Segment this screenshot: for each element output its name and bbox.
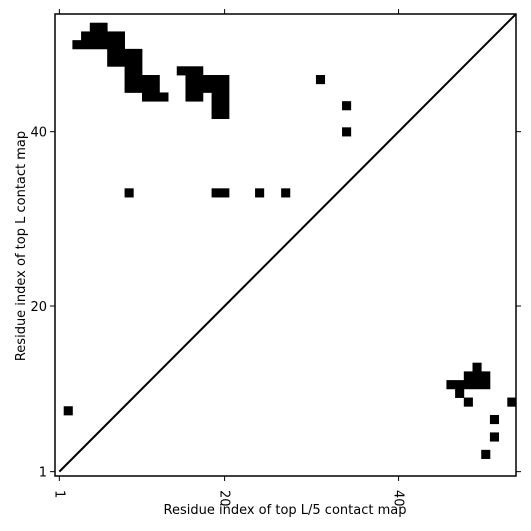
upper-contact-cell-37	[133, 83, 143, 93]
upper-contact-cell-55	[211, 109, 221, 120]
upper-contact-cell-8	[81, 40, 91, 50]
upper-contact-cell-60	[220, 188, 230, 198]
upper-contact-cell-0	[89, 22, 99, 32]
x-tick-label-2: 40	[391, 490, 406, 507]
upper-contact-cell-49	[194, 92, 204, 102]
lower-contact-cell-5	[455, 388, 465, 398]
y-axis-label: Residue index of top L contact map	[14, 131, 29, 361]
lower-contact-cell-4	[463, 397, 473, 407]
upper-contact-cell-10	[98, 40, 108, 50]
lower-contact-cell-13	[481, 371, 491, 381]
upper-contact-cell-26	[124, 75, 134, 85]
lower-contact-cell-2	[489, 432, 500, 442]
upper-contact-cell-6	[115, 31, 125, 41]
upper-contact-cell-18	[115, 57, 125, 67]
upper-contact-cell-5	[107, 31, 117, 41]
lower-contact-cell-15	[507, 397, 517, 407]
y-tick-label-0: 1	[39, 466, 47, 481]
upper-contact-cell-23	[176, 66, 186, 76]
upper-contact-cell-31	[194, 75, 204, 85]
upper-contact-cell-44	[220, 83, 230, 93]
lower-contact-cell-12	[472, 371, 482, 381]
upper-contact-cell-33	[211, 75, 221, 85]
upper-contact-cell-39	[150, 83, 160, 93]
upper-contact-cell-25	[194, 66, 204, 76]
upper-contact-cell-42	[202, 83, 212, 93]
lower-contact-cell-10	[472, 380, 482, 390]
upper-contact-cell-2	[81, 31, 91, 41]
y-tick-label-2: 40	[30, 126, 47, 141]
lower-contact-cell-9	[463, 380, 473, 390]
upper-contact-cell-30	[185, 75, 195, 85]
upper-contact-cell-35	[315, 75, 326, 85]
upper-contact-cell-17	[107, 57, 117, 67]
x-tick-label-1: 20	[217, 490, 232, 507]
upper-contact-cell-41	[194, 83, 204, 93]
upper-contact-cell-36	[124, 83, 134, 93]
upper-contact-cell-48	[185, 92, 195, 102]
upper-contact-cell-13	[107, 48, 117, 58]
upper-contact-cell-1	[98, 22, 108, 32]
lower-contact-cell-6	[472, 362, 482, 372]
plot-frame	[54, 13, 517, 477]
axis-ticks: 1 20 40 1 20 40	[30, 9, 521, 507]
upper-contact-cell-32	[202, 75, 212, 85]
contact-cells	[63, 22, 517, 459]
lower-contact-cell-8	[455, 380, 465, 390]
upper-contact-cell-54	[342, 101, 352, 111]
upper-contact-cell-21	[124, 66, 134, 76]
upper-contact-cell-22	[133, 66, 143, 76]
upper-contact-cell-58	[124, 188, 134, 198]
upper-contact-cell-47	[159, 92, 169, 102]
upper-contact-cell-20	[133, 57, 143, 67]
upper-contact-cell-43	[211, 83, 221, 93]
upper-contact-cell-24	[185, 66, 195, 76]
upper-contact-cell-34	[220, 75, 230, 85]
upper-contact-cell-4	[98, 31, 108, 41]
upper-contact-cell-56	[220, 109, 230, 120]
x-tick-label-0: 1	[51, 490, 66, 498]
upper-contact-cell-50	[211, 92, 221, 102]
lower-contact-cell-14	[481, 380, 491, 390]
upper-contact-cell-29	[150, 75, 160, 85]
x-axis-label: Residue index of top L/5 contact map	[164, 503, 407, 518]
upper-contact-cell-16	[133, 48, 143, 58]
upper-contact-cell-19	[124, 57, 134, 67]
diagonal-line	[58, 13, 517, 473]
upper-contact-cell-45	[141, 92, 152, 102]
upper-contact-cell-12	[115, 40, 125, 50]
lower-contact-cell-7	[446, 380, 456, 390]
lower-contact-cell-11	[463, 371, 473, 381]
upper-contact-cell-57	[342, 127, 352, 137]
upper-contact-cell-38	[141, 83, 152, 93]
upper-contact-cell-9	[89, 40, 99, 50]
upper-contact-cell-52	[211, 101, 221, 111]
upper-contact-cell-15	[124, 48, 134, 58]
upper-contact-cell-59	[211, 188, 221, 198]
upper-contact-cell-62	[281, 188, 291, 198]
upper-contact-cell-28	[141, 75, 152, 85]
upper-contact-cell-61	[255, 188, 265, 198]
upper-contact-cell-40	[185, 83, 195, 93]
upper-contact-cell-27	[133, 75, 143, 85]
upper-contact-cell-7	[72, 40, 82, 50]
lower-contact-cell-1	[481, 449, 491, 459]
lower-contact-cell-3	[489, 414, 500, 425]
y-tick-label-1: 20	[30, 300, 47, 315]
upper-contact-cell-3	[89, 31, 99, 41]
upper-contact-cell-51	[220, 92, 230, 102]
upper-contact-cell-11	[107, 40, 117, 50]
upper-contact-cell-46	[150, 92, 160, 102]
upper-contact-cell-53	[220, 101, 230, 111]
lower-contact-cell-0	[63, 406, 73, 416]
upper-contact-cell-14	[115, 48, 125, 58]
